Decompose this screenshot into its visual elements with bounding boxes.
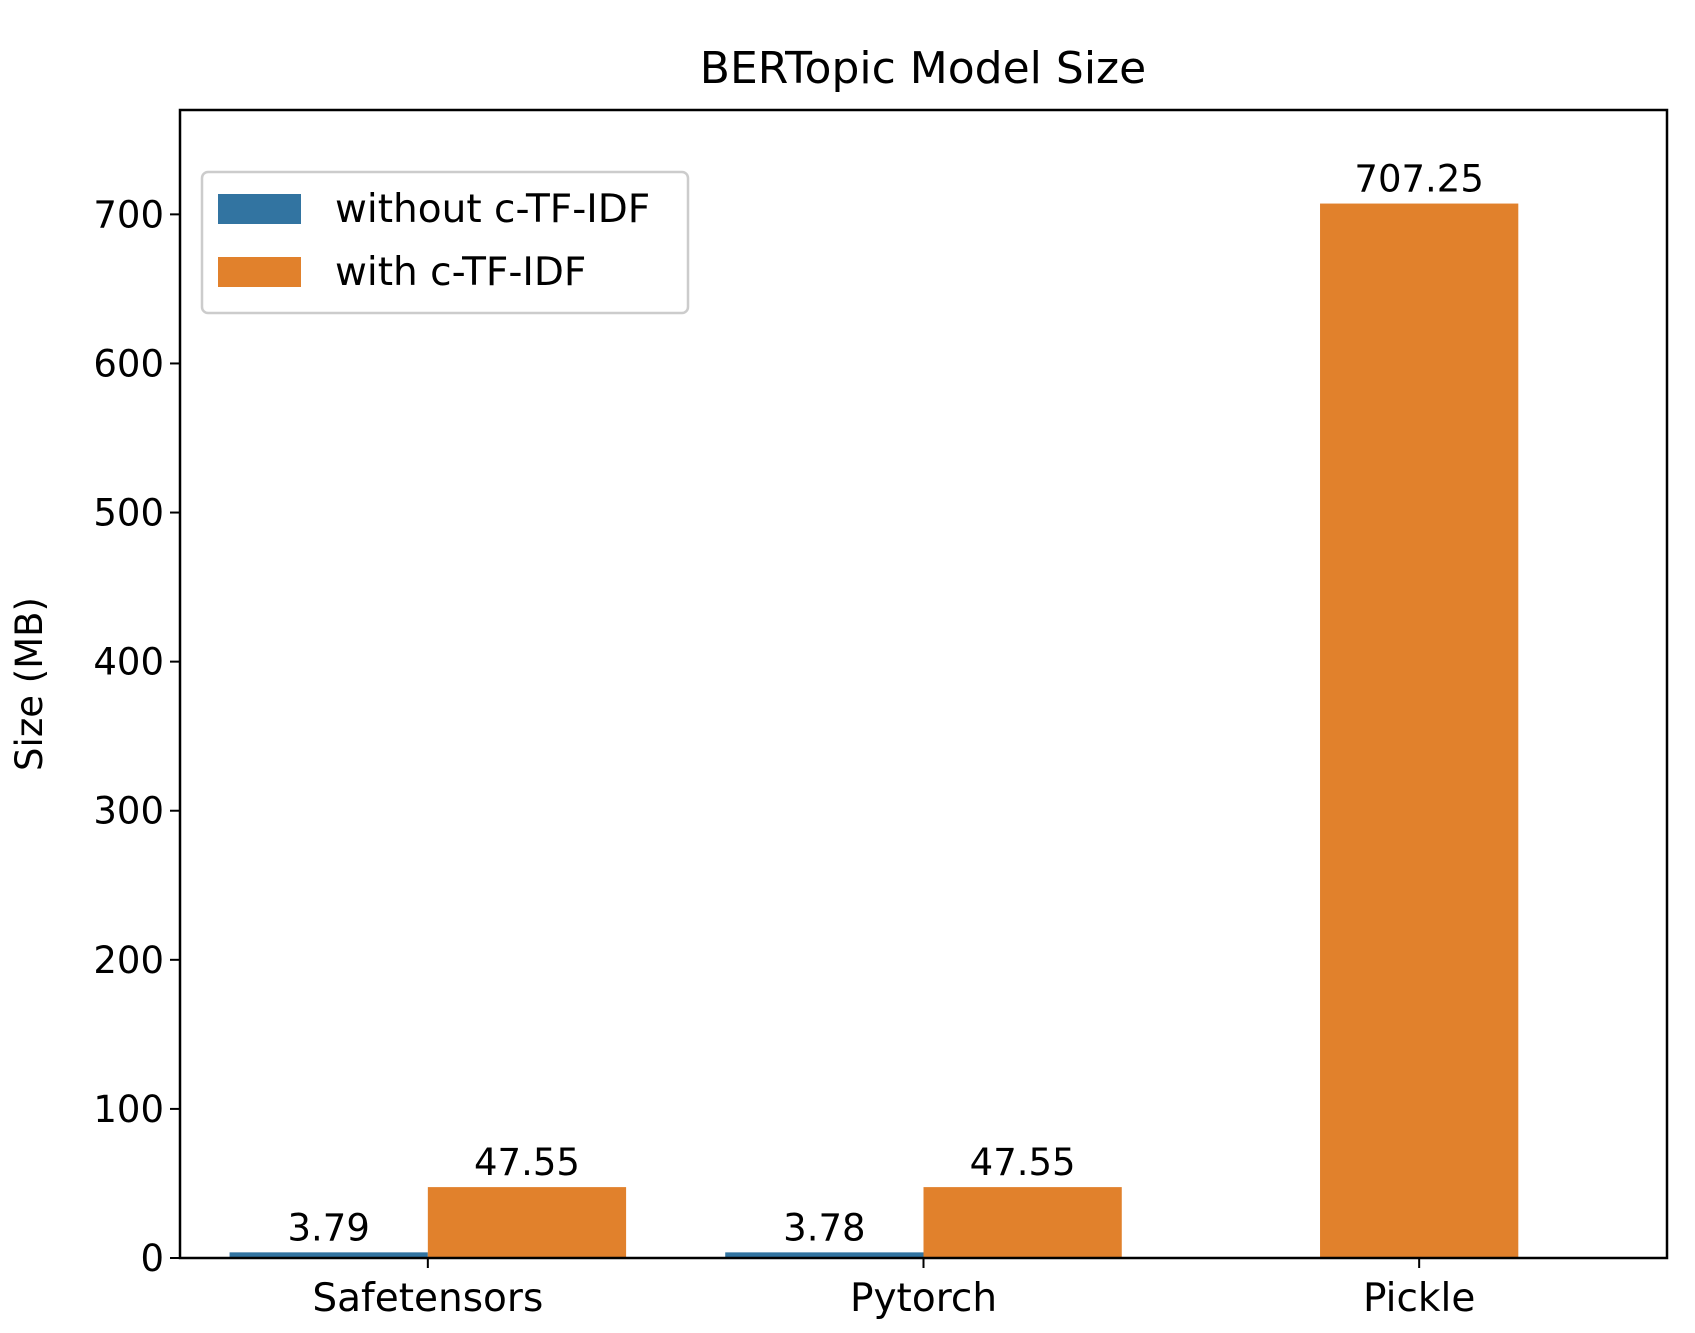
legend-swatch-without <box>218 194 301 224</box>
x-tick-label: Safetensors <box>312 1276 543 1321</box>
data-label: 47.55 <box>474 1141 580 1184</box>
y-tick-label: 500 <box>93 492 164 535</box>
y-tick-label: 600 <box>93 342 164 385</box>
x-tick-label: Pickle <box>1363 1276 1475 1321</box>
legend-label-with: with c-TF-IDF <box>335 250 586 295</box>
legend-frame <box>200 170 690 315</box>
bar-safetensors-with <box>427 1187 627 1258</box>
y-axis-label: Size (MB) <box>8 597 51 771</box>
y-tick-label: 0 <box>140 1237 164 1280</box>
data-label: 3.78 <box>783 1206 865 1249</box>
legend-swatch-with <box>218 257 301 287</box>
bar-pytorch-with <box>923 1187 1122 1258</box>
y-tick-label: 300 <box>93 790 164 833</box>
y-tick-label: 400 <box>93 641 164 684</box>
data-label: 707.25 <box>1354 158 1483 201</box>
x-tick-label: Pytorch <box>850 1276 997 1321</box>
legend: without c-TF-IDF with c-TF-IDF <box>200 170 690 315</box>
bar-pickle-with <box>1320 203 1519 1258</box>
plot-frame <box>178 108 1669 1260</box>
data-label: 47.55 <box>970 1141 1076 1184</box>
y-tick-label: 200 <box>93 939 164 982</box>
chart-title: BERTopic Model Size <box>700 43 1146 94</box>
y-tick-label: 700 <box>93 193 164 236</box>
bar-safetensors-without <box>229 1252 428 1258</box>
bar-pytorch-without <box>725 1252 924 1258</box>
data-label: 3.79 <box>288 1206 370 1249</box>
y-tick-label: 100 <box>93 1088 164 1131</box>
legend-label-without: without c-TF-IDF <box>335 187 650 232</box>
